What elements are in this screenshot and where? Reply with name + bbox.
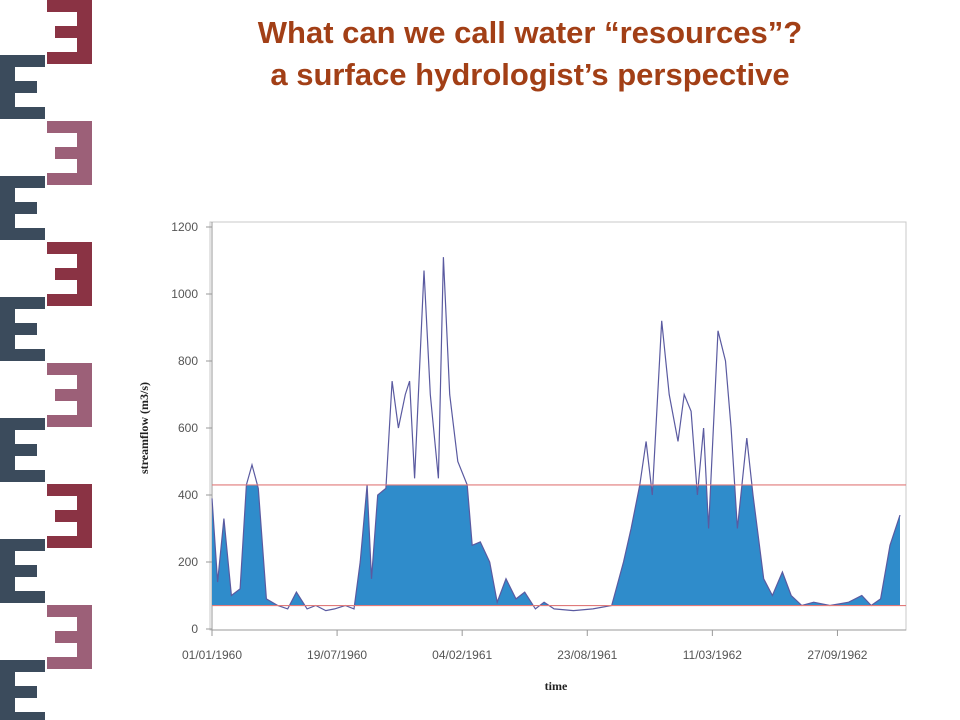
flow-line [211,257,901,612]
title-line: a surface hydrologist’s perspective [270,57,790,92]
e-shape [47,121,92,185]
x-tick-label: 23/08/1961 [557,648,617,662]
plot-frame [209,221,907,631]
title-line: What can we call water “resources”? [257,15,803,50]
e-shape [47,242,92,306]
flow-area [212,484,900,606]
y-tick-label: 200 [178,555,198,569]
y-tick-label: 1000 [171,287,198,301]
x-tick-label: 19/07/1960 [307,648,367,662]
e-shape [47,0,92,64]
y-tick-label: 1200 [171,220,198,234]
slide-title: What can we call water “resources”? a su… [100,12,960,96]
y-tick-label: 0 [191,622,198,636]
x-tick-label: 11/03/1962 [683,648,742,662]
x-tick-label: 04/02/1961 [432,648,492,662]
y-tick-label: 800 [178,354,198,368]
x-tick-label: 27/09/1962 [807,648,867,662]
e-shape [47,605,92,669]
e-shape [0,418,45,482]
e-shape [0,297,45,361]
e-shape [47,484,92,548]
e-shape [0,539,45,603]
x-axis-title: time [545,679,568,693]
e-shape [0,55,45,119]
e-shape [47,363,92,427]
e-shape [0,660,45,720]
y-axis-title: streamflow (m3/s) [137,382,151,474]
y-tick-label: 600 [178,421,198,435]
x-tick-label: 01/01/1960 [182,648,242,662]
y-tick-label: 400 [178,488,198,502]
e-shape [0,176,45,240]
side-decoration [0,0,92,720]
